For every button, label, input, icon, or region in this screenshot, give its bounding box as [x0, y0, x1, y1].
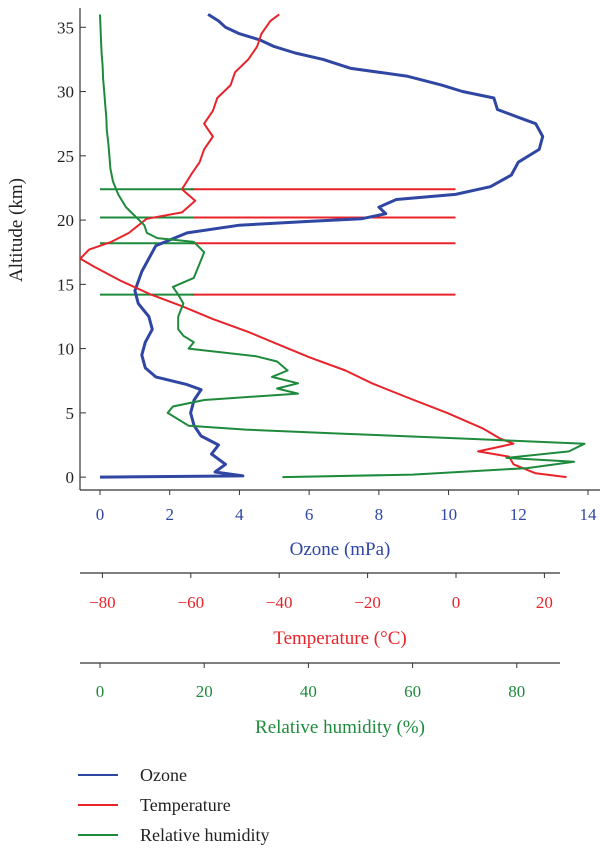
- x-axis-title-ozone: Ozone (mPa): [290, 539, 391, 560]
- x-tick-label-ozone: 4: [235, 505, 244, 524]
- series-line-humidity: [99, 14, 586, 479]
- y-axis-title: Altitude (km): [6, 178, 27, 282]
- x-tick-label-ozone: 2: [165, 505, 174, 524]
- y-tick-label: 10: [57, 340, 74, 359]
- y-axis: 0 5 10 15 20 25 30 35: [57, 18, 86, 487]
- layer-boundary-lines: [100, 188, 456, 296]
- y-tick-label: 30: [57, 83, 74, 102]
- x-tick-label-humidity: 80: [508, 682, 525, 701]
- x-tick-label-ozone: 8: [375, 505, 384, 524]
- x-tick-label-ozone: 0: [96, 505, 105, 524]
- plot-frame: [79, 8, 600, 491]
- y-tick-label: 35: [57, 18, 74, 37]
- x-tick-label-temperature: 20: [536, 593, 553, 612]
- series-line-temperature: [79, 13, 567, 479]
- legend-label: Ozone: [140, 765, 187, 785]
- x-axis-temperature: −80 −60 −40 −20 0 20 Temperature (°C): [80, 572, 560, 649]
- x-tick-label-ozone: 10: [440, 505, 457, 524]
- y-tick-label: 5: [66, 404, 75, 423]
- legend-label: Relative humidity: [140, 825, 269, 845]
- x-tick-label-temperature: 0: [452, 593, 461, 612]
- y-tick-label: 15: [57, 275, 74, 294]
- x-axis-ozone: 0 2 4 6 8 10 12 14 Ozone (mPa): [96, 490, 597, 560]
- x-tick-label-temperature: −80: [89, 593, 116, 612]
- y-tick-label: 0: [66, 468, 75, 487]
- x-tick-label-humidity: 60: [404, 682, 421, 701]
- x-tick-label-humidity: 20: [196, 682, 213, 701]
- x-axis-title-humidity: Relative humidity (%): [255, 717, 425, 738]
- x-tick-label-humidity: 40: [300, 682, 317, 701]
- x-axes: 0 2 4 6 8 10 12 14 Ozone (mPa) −80 −60 −40 −20 0 20 Tem…: [80, 490, 597, 738]
- x-tick-label-ozone: 6: [305, 505, 314, 524]
- x-axis-humidity: 0 20 40 60 80 Relative humidity (%): [80, 662, 560, 738]
- x-tick-label-temperature: −20: [354, 593, 381, 612]
- legend-label: Temperature: [140, 795, 231, 815]
- x-tick-label-ozone: 12: [510, 505, 527, 524]
- x-tick-label-ozone: 14: [580, 505, 598, 524]
- x-axis-title-temperature: Temperature (°C): [273, 628, 406, 649]
- series-layer: [79, 13, 586, 479]
- x-tick-label-humidity: 0: [96, 682, 105, 701]
- series-line-ozone: [99, 13, 545, 479]
- legend: Ozone Temperature Relative humidity: [78, 765, 269, 845]
- y-tick-label: 20: [57, 211, 74, 230]
- x-tick-label-temperature: −40: [266, 593, 293, 612]
- y-tick-label: 25: [57, 147, 74, 166]
- x-tick-label-temperature: −60: [178, 593, 205, 612]
